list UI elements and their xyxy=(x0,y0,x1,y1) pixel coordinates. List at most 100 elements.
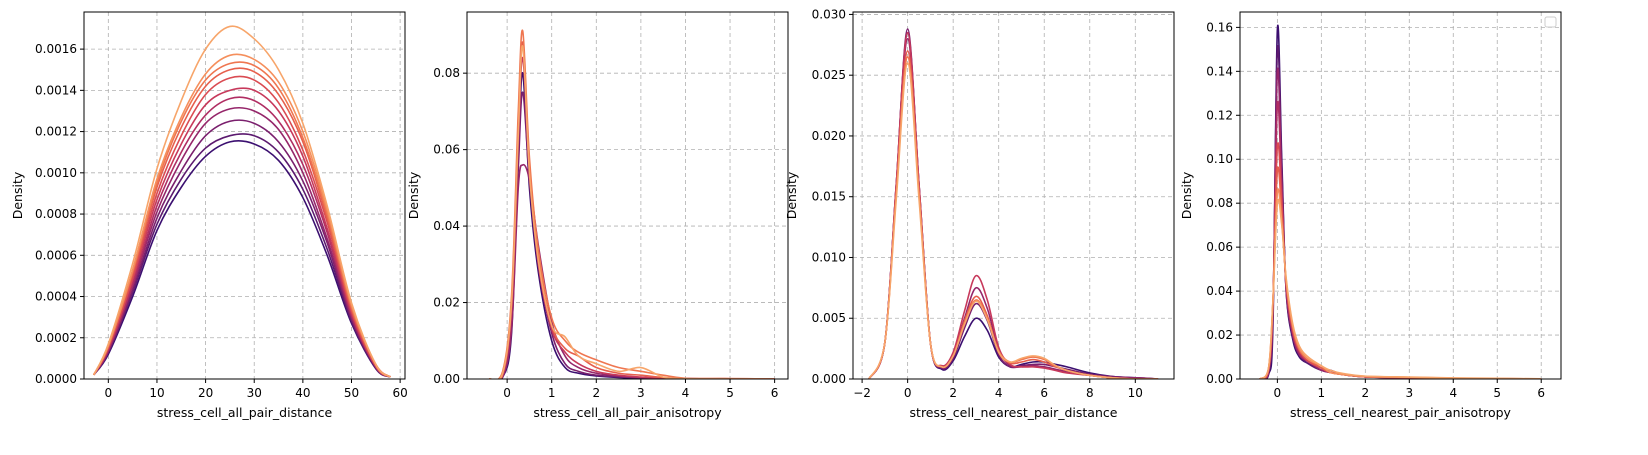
x-tick-label: 5 xyxy=(726,386,734,400)
kde-curve xyxy=(1259,142,1542,379)
x-axis-label: stress_cell_all_pair_anisotropy xyxy=(533,405,722,420)
kde-curves xyxy=(1259,24,1542,379)
y-tick-label: 0.16 xyxy=(1206,20,1233,34)
y-tick-label: 0.0004 xyxy=(35,290,77,304)
x-tick-label: 6 xyxy=(771,386,779,400)
kde-curve xyxy=(93,96,391,378)
y-tick-label: 0.00 xyxy=(433,372,460,386)
y-tick-label: 0.14 xyxy=(1206,64,1233,78)
kde-curve xyxy=(93,75,391,378)
kde-curve xyxy=(1259,166,1542,379)
y-tick-label: 0.12 xyxy=(1206,108,1233,122)
y-tick-label: 0.0014 xyxy=(35,83,77,97)
kde-panel-3: −2 0 2 4 6 8 10 0.000 0.005 0.010 0.015 0.020 0.025 0… xyxy=(784,7,1175,420)
kde-curves xyxy=(93,25,391,378)
x-tick-label: 40 xyxy=(295,386,310,400)
kde-panel-2: 0 1 2 3 4 5 6 0.00 0.02 0.04 0.06 0.08 stress_cell_a… xyxy=(406,11,789,420)
y-axis-label: Density xyxy=(784,171,799,219)
kde-curve xyxy=(868,37,1159,379)
y-tick-label: 0.10 xyxy=(1206,152,1233,166)
x-tick-label: 20 xyxy=(198,386,213,400)
axes-frame xyxy=(466,11,789,380)
y-tick-label: 0.06 xyxy=(1206,240,1233,254)
x-tick-label: 2 xyxy=(1362,386,1370,400)
kde-curve xyxy=(1259,100,1542,379)
x-tick-label: 2 xyxy=(592,386,600,400)
kde-curve xyxy=(1259,198,1542,379)
kde-curves xyxy=(868,28,1159,379)
kde-curve xyxy=(488,45,775,379)
x-tick-label: 60 xyxy=(392,386,407,400)
x-tick-label: 4 xyxy=(995,386,1003,400)
y-tick-label: 0.0008 xyxy=(35,207,77,221)
y-tick-label: 0.005 xyxy=(812,311,846,325)
y-tick-label: 0.0016 xyxy=(35,42,77,56)
x-axis-label: stress_cell_nearest_pair_distance xyxy=(910,405,1118,420)
x-axis-label: stress_cell_all_pair_distance xyxy=(157,405,333,420)
y-tick-label: 0.010 xyxy=(812,250,846,264)
kde-curve xyxy=(93,25,391,378)
y-axis-label: Density xyxy=(10,171,25,219)
x-tick-label: 4 xyxy=(682,386,690,400)
y-tick-label: 0.020 xyxy=(812,129,846,143)
y-tick-label: 0.0000 xyxy=(35,372,77,386)
x-tick-label: 0 xyxy=(904,386,912,400)
kde-curve xyxy=(93,61,391,378)
x-tick-label: 0 xyxy=(104,386,112,400)
y-tick-label: 0.0006 xyxy=(35,248,77,262)
x-tick-label: 10 xyxy=(1128,386,1143,400)
kde-curve xyxy=(93,67,391,378)
x-tick-label: 5 xyxy=(1493,386,1501,400)
y-tick-label: 0.00 xyxy=(1206,372,1233,386)
x-tick-label: 0 xyxy=(1274,386,1282,400)
y-tick-label: 0.08 xyxy=(433,66,460,80)
kde-curve xyxy=(1259,67,1542,379)
kde-panel-4: 0 1 2 3 4 5 6 0.00 0.02 0.04 0.06 0.08 0.10 0.12 0.14 0… xyxy=(1179,11,1562,420)
y-tick-label: 0.02 xyxy=(1206,328,1233,342)
axes-frame xyxy=(852,11,1175,380)
y-tick-label: 0.04 xyxy=(1206,284,1233,298)
kde-curve xyxy=(1259,24,1542,379)
kde-curve xyxy=(868,62,1159,379)
y-axis-label: Density xyxy=(406,171,421,219)
y-tick-label: 0.04 xyxy=(433,219,460,233)
y-tick-label: 0.015 xyxy=(812,190,846,204)
y-tick-label: 0.08 xyxy=(1206,196,1233,210)
y-tick-label: 0.06 xyxy=(433,143,460,157)
x-tick-label: 3 xyxy=(1405,386,1413,400)
y-tick-label: 0.030 xyxy=(812,7,846,21)
x-tick-label: 4 xyxy=(1449,386,1457,400)
kde-curve xyxy=(489,72,775,379)
y-tick-label: 0.025 xyxy=(812,68,846,82)
legend-box xyxy=(1544,16,1557,28)
kde-curve xyxy=(93,140,391,378)
y-tick-label: 0.0012 xyxy=(35,125,77,139)
y-tick-label: 0.0010 xyxy=(35,166,77,180)
x-tick-label: 50 xyxy=(344,386,359,400)
kde-curve xyxy=(868,31,1159,379)
kde-curves xyxy=(488,29,775,379)
y-tick-label: 0.02 xyxy=(433,296,460,310)
x-tick-label: −2 xyxy=(853,386,871,400)
y-axis-label: Density xyxy=(1179,171,1194,219)
y-tick-label: 0.000 xyxy=(812,372,846,386)
x-tick-label: 8 xyxy=(1086,386,1094,400)
kde-curve xyxy=(489,91,775,379)
x-tick-label: 2 xyxy=(949,386,957,400)
y-tick-label: 0.0002 xyxy=(35,331,77,345)
x-tick-label: 1 xyxy=(548,386,556,400)
kde-panel-1: 0 10 20 30 40 50 60 0.0000 0.0002 0.0004 0.0006 0.0… xyxy=(10,11,408,420)
x-tick-label: 6 xyxy=(1537,386,1545,400)
kde-curve xyxy=(1259,45,1542,379)
x-tick-label: 3 xyxy=(637,386,645,400)
x-tick-label: 30 xyxy=(247,386,262,400)
x-axis-label: stress_cell_nearest_pair_anisotropy xyxy=(1290,405,1512,420)
x-tick-label: 0 xyxy=(503,386,511,400)
x-tick-label: 1 xyxy=(1318,386,1326,400)
axes-frame xyxy=(1239,11,1562,380)
x-tick-label: 10 xyxy=(149,386,164,400)
kde-curve xyxy=(93,53,391,378)
x-tick-label: 6 xyxy=(1040,386,1048,400)
